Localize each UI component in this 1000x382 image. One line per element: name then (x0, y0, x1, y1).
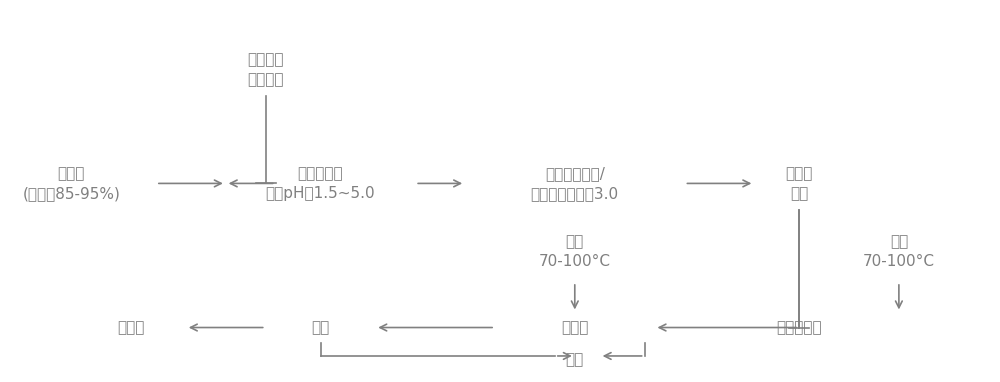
Text: 热水
70-100°C: 热水 70-100°C (539, 234, 611, 269)
Text: 板框机预热: 板框机预热 (776, 320, 822, 335)
Text: 检测储能模量/
损耗模量比小于3.0: 检测储能模量/ 损耗模量比小于3.0 (531, 166, 619, 201)
Text: 热水
70-100°C: 热水 70-100°C (863, 234, 935, 269)
Text: 滤液: 滤液 (566, 352, 584, 367)
Text: 蓝藻饼: 蓝藻饼 (117, 320, 145, 335)
Text: 加热、搅拌
调节pH至1.5~5.0: 加热、搅拌 调节pH至1.5~5.0 (266, 166, 375, 201)
Text: 添加多价
阳离子盐: 添加多价 阳离子盐 (247, 52, 284, 87)
Text: 热压滤: 热压滤 (561, 320, 588, 335)
Text: 蓝藻泥
泵入: 蓝藻泥 泵入 (785, 166, 813, 201)
Text: 压榨: 压榨 (311, 320, 330, 335)
Text: 蓝藻泥
(含水率85-95%): 蓝藻泥 (含水率85-95%) (22, 166, 120, 201)
